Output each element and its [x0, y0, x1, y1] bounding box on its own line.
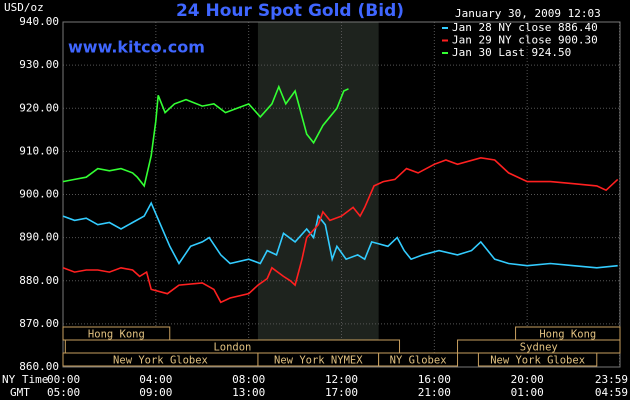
x-tick-label: 12:00: [325, 373, 358, 386]
x-tick-label: 23:59: [595, 373, 628, 386]
x-row-label: GMT: [10, 386, 30, 399]
y-tick-label: 900.00: [19, 188, 59, 201]
x-tick-label: 00:00: [47, 373, 80, 386]
x-tick-label-gmt: 05:00: [47, 386, 80, 399]
y-tick-label: 910.00: [19, 144, 59, 157]
watermark: www.kitco.com: [68, 38, 205, 57]
plot-frame: [62, 21, 621, 368]
legend-label: Jan 29 NY close 900.30: [452, 34, 598, 47]
series-line: [62, 201, 618, 269]
y-unit: USD/oz: [4, 1, 44, 14]
x-tick-label-gmt: 13:00: [232, 386, 265, 399]
y-tick-label: 880.00: [19, 274, 59, 287]
x-tick-label: 20:00: [511, 373, 544, 386]
x-tick-label-gmt: 09:00: [139, 386, 172, 399]
timestamp: January 30, 2009 12:03: [455, 7, 601, 20]
series-line: [62, 156, 619, 304]
y-tick-label: 860.00: [19, 360, 59, 373]
x-tick-label-gmt: 21:00: [418, 386, 451, 399]
session-label: New York Globex: [113, 355, 208, 367]
y-tick-label: 890.00: [19, 231, 59, 244]
y-tick-label: 920.00: [19, 101, 59, 114]
session-bar: [477, 352, 598, 367]
session-label: Sydney: [520, 342, 558, 354]
x-tick-label-gmt: 01:00: [511, 386, 544, 399]
x-tick-label: 04:00: [139, 373, 172, 386]
chart-title: 24 Hour Spot Gold (Bid): [176, 1, 404, 21]
session-label: NY Globex: [390, 355, 447, 367]
session-label: New York NYMEX: [274, 355, 363, 367]
session-label: Hong Kong: [539, 329, 596, 341]
series-line: [62, 84, 349, 188]
x-tick-label: 16:00: [418, 373, 451, 386]
session-bar: [378, 352, 459, 367]
legend-label: Jan 30 Last 924.50: [452, 46, 571, 59]
session-label: Hong Kong: [88, 329, 145, 341]
y-tick-label: 870.00: [19, 317, 59, 330]
legend-label: Jan 28 NY close 886.40: [452, 21, 598, 34]
y-tick-label: 930.00: [19, 58, 59, 71]
session-label: London: [213, 342, 251, 354]
x-tick-label-gmt: 04:59: [595, 386, 628, 399]
session-label: New York Globex: [490, 355, 585, 367]
x-tick-label: 08:00: [232, 373, 265, 386]
x-tick-label-gmt: 17:00: [325, 386, 358, 399]
y-tick-label: 940.00: [19, 15, 59, 28]
x-row-label: NY Time: [2, 373, 48, 386]
